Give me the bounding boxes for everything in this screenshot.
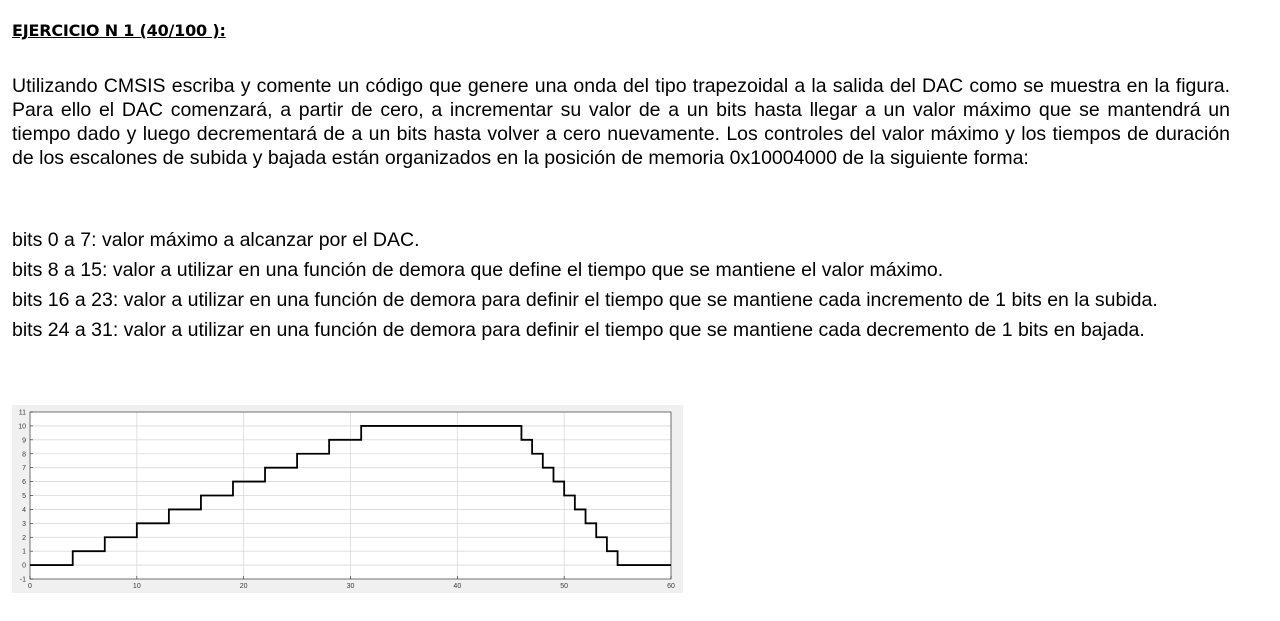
- trapezoidal-wave-figure: -1 0 1 2 3 4 5 6 7 8 9 10 11 0 10 20 30 40 50 60: [12, 405, 683, 593]
- x-tick-label: 0: [28, 583, 32, 590]
- x-tick-label: 50: [560, 583, 568, 590]
- x-tick-label: 60: [667, 583, 675, 590]
- bit-field-item: bits 0 a 7: valor máximo a alcanzar por …: [12, 229, 420, 251]
- bit-field-item: bits 24 a 31: valor a utilizar en una fu…: [12, 319, 1145, 341]
- series-line: [30, 425, 671, 566]
- intro-paragraph: Utilizando CMSIS escriba y comente un có…: [12, 75, 1230, 169]
- y-tick-label: 2: [22, 535, 26, 542]
- x-tick-label: 20: [240, 583, 248, 590]
- y-tick-label: 0: [22, 563, 26, 570]
- y-tick-label: 4: [22, 507, 26, 514]
- y-tick-label: 11: [19, 410, 26, 417]
- y-tick-label: -1: [20, 577, 26, 584]
- exercise-heading: EJERCICIO N 1 (40/100 ):: [12, 21, 226, 40]
- x-tick-label: 40: [453, 583, 461, 590]
- bit-field-item: bits 8 a 15: valor a utilizar en una fun…: [12, 259, 944, 281]
- x-tick-label: 10: [133, 583, 141, 590]
- x-tick-label: 30: [347, 583, 355, 590]
- bit-field-item: bits 16 a 23: valor a utilizar en una fu…: [12, 289, 1158, 311]
- y-tick-label: 8: [22, 451, 26, 458]
- y-tick-label: 5: [22, 493, 26, 500]
- y-tick-label: 10: [18, 423, 26, 430]
- bit-field-list: bits 0 a 7: valor máximo a alcanzar por …: [12, 228, 1230, 348]
- y-tick-label: 3: [22, 521, 26, 528]
- y-tick-label: 7: [22, 465, 26, 472]
- y-tick-label: 9: [22, 437, 26, 444]
- y-tick-label: 1: [22, 549, 26, 556]
- y-tick-label: 6: [22, 479, 26, 486]
